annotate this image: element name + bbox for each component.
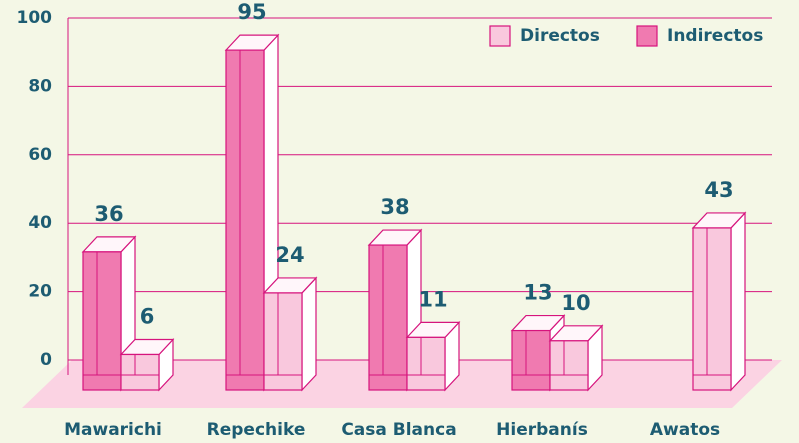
value-label: 6: [140, 304, 155, 328]
y-tick-label: 100: [17, 8, 53, 28]
bar-front: [225, 49, 265, 391]
legend-label: Directos: [520, 26, 600, 46]
y-tick-label: 80: [28, 76, 52, 96]
value-label: 36: [94, 202, 123, 226]
value-label: 11: [418, 287, 447, 311]
x-tick-label: Awatos: [650, 420, 720, 440]
bar: [367, 228, 423, 392]
legend-swatch: [636, 25, 658, 47]
y-tick-label: 0: [40, 350, 52, 370]
y-tick-label: 20: [28, 282, 52, 302]
y-tick-label: 60: [28, 145, 52, 165]
value-label: 24: [275, 243, 304, 267]
bar: [119, 337, 175, 392]
bar: [262, 276, 318, 392]
bar: [548, 324, 604, 392]
value-label: 38: [380, 195, 409, 219]
value-label: 43: [704, 178, 733, 202]
y-tick-label: 40: [28, 213, 52, 233]
bar-front: [549, 340, 589, 391]
bar-front: [120, 353, 160, 391]
bar-front: [511, 329, 551, 391]
bar-side: [301, 276, 317, 392]
legend-swatch: [489, 25, 511, 47]
value-label: 13: [523, 281, 552, 305]
bar-front: [263, 292, 303, 391]
legend-label: Indirectos: [667, 26, 763, 46]
bar: [405, 320, 461, 392]
x-tick-label: Hierbanís: [496, 420, 588, 440]
bar-front: [406, 336, 446, 391]
value-label: 95: [237, 0, 266, 24]
bar: [691, 211, 747, 392]
x-tick-label: Mawarichi: [64, 420, 162, 440]
bar-front: [368, 244, 408, 391]
bar-front: [692, 227, 732, 391]
bar-side: [730, 211, 746, 392]
x-tick-label: Repechike: [207, 420, 306, 440]
value-label: 10: [561, 291, 590, 315]
bar-front: [82, 251, 122, 391]
x-tick-label: Casa Blanca: [341, 420, 456, 440]
